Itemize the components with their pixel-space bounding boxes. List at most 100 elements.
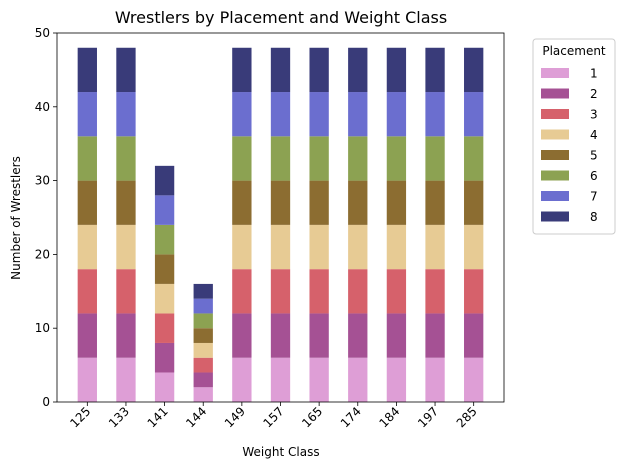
y-tick-label: 40 <box>35 100 50 114</box>
bar-segment-144-placement-2 <box>193 372 213 388</box>
bar-segment-174-placement-2 <box>348 313 368 358</box>
x-tick-label: 133 <box>106 404 132 430</box>
bar-segment-141-placement-7 <box>154 195 175 225</box>
bar-segment-174-placement-4 <box>348 224 368 270</box>
bar-segment-125-placement-7 <box>77 92 97 137</box>
y-tick-label: 20 <box>35 247 50 261</box>
bar-segment-149-placement-4 <box>232 224 252 270</box>
legend-label-placement-3: 3 <box>590 108 598 122</box>
bar-segment-197-placement-7 <box>425 92 445 137</box>
bar-segment-149-placement-7 <box>232 92 252 137</box>
bar-segment-141-placement-8 <box>154 165 175 196</box>
bar-segment-174-placement-8 <box>348 47 368 93</box>
bar-segment-125-placement-3 <box>77 269 97 314</box>
bar-segment-197-placement-4 <box>425 224 445 270</box>
bar-segment-197-placement-6 <box>425 136 445 181</box>
bar-segment-125-placement-4 <box>77 224 97 270</box>
bar-segment-174-placement-3 <box>348 269 368 314</box>
bar-segment-157-placement-2 <box>270 313 291 358</box>
legend-label-placement-5: 5 <box>590 149 598 163</box>
chart-title: Wrestlers by Placement and Weight Class <box>115 8 447 27</box>
bar-segment-144-placement-5 <box>193 328 213 343</box>
bar-segment-157-placement-4 <box>270 224 291 270</box>
bar-segment-165-placement-8 <box>309 47 329 93</box>
legend-label-placement-4: 4 <box>590 128 598 142</box>
bar-segment-165-placement-5 <box>309 180 329 225</box>
legend-swatch-placement-6 <box>541 170 569 181</box>
bar-segment-149-placement-1 <box>232 357 252 402</box>
legend-label-placement-1: 1 <box>590 67 598 81</box>
legend-swatch-placement-8 <box>541 211 569 222</box>
bar-segment-174-placement-5 <box>348 180 368 225</box>
bar-segment-141-placement-4 <box>154 283 175 314</box>
y-axis-label: Number of Wrestlers <box>9 156 23 280</box>
bar-segment-125-placement-2 <box>77 313 97 358</box>
bar-segment-149-placement-6 <box>232 136 252 181</box>
legend-label-placement-8: 8 <box>590 210 598 224</box>
bar-segment-157-placement-6 <box>270 136 291 181</box>
bars-layer <box>77 47 484 402</box>
x-tick-label: 197 <box>415 404 441 430</box>
bar-segment-144-placement-4 <box>193 342 213 358</box>
bar-segment-149-placement-3 <box>232 269 252 314</box>
bar-segment-165-placement-7 <box>309 92 329 137</box>
bar-segment-141-placement-2 <box>154 342 175 373</box>
legend-swatch-placement-3 <box>541 109 569 119</box>
y-tick-label: 0 <box>42 395 50 409</box>
bar-segment-184-placement-5 <box>386 180 407 225</box>
bar-segment-125-placement-6 <box>77 136 97 181</box>
bar-segment-144-placement-8 <box>193 283 213 299</box>
bar-segment-165-placement-1 <box>309 357 329 402</box>
bar-segment-285-placement-7 <box>464 92 484 137</box>
bar-segment-165-placement-6 <box>309 136 329 181</box>
bar-segment-157-placement-3 <box>270 269 291 314</box>
x-tick-label: 174 <box>338 404 364 430</box>
y-tick-label: 30 <box>35 174 50 188</box>
bar-segment-157-placement-5 <box>270 180 291 225</box>
legend-items: 1 2 3 4 5 6 7 8 <box>541 67 598 224</box>
x-tick-label: 141 <box>145 404 171 430</box>
bar-segment-184-placement-3 <box>386 269 407 314</box>
bar-segment-144-placement-1 <box>193 387 213 402</box>
bar-segment-165-placement-2 <box>309 313 329 358</box>
x-tick-label: 144 <box>183 404 209 430</box>
bar-segment-184-placement-4 <box>386 224 407 270</box>
legend-swatch-placement-1 <box>541 68 569 78</box>
bar-segment-197-placement-8 <box>425 47 445 93</box>
bar-segment-125-placement-5 <box>77 180 97 225</box>
legend: Placement 1 2 3 4 5 6 7 8 <box>532 38 616 235</box>
bar-segment-133-placement-6 <box>116 136 136 181</box>
bar-segment-174-placement-6 <box>348 136 368 181</box>
bar-segment-174-placement-1 <box>348 357 368 402</box>
bar-segment-165-placement-3 <box>309 269 329 314</box>
bar-segment-197-placement-5 <box>425 180 445 225</box>
bar-segment-157-placement-1 <box>270 357 291 402</box>
bar-segment-149-placement-2 <box>232 313 252 358</box>
legend-label-placement-2: 2 <box>590 87 598 101</box>
plot-frame <box>56 32 505 403</box>
bar-segment-144-placement-7 <box>193 298 213 314</box>
bar-segment-197-placement-3 <box>425 269 445 314</box>
bar-segment-125-placement-1 <box>77 357 97 402</box>
bar-segment-184-placement-2 <box>386 313 407 358</box>
bar-segment-141-placement-6 <box>154 224 175 255</box>
bar-segment-285-placement-2 <box>464 313 484 358</box>
x-axis-label: Weight Class <box>242 445 319 459</box>
bar-segment-133-placement-1 <box>116 357 136 402</box>
bar-segment-133-placement-2 <box>116 313 136 358</box>
bar-segment-144-placement-3 <box>193 357 213 373</box>
bar-segment-133-placement-4 <box>116 224 136 270</box>
bar-segment-141-placement-5 <box>154 254 175 284</box>
bar-segment-133-placement-5 <box>116 180 136 225</box>
bar-segment-144-placement-6 <box>193 313 213 329</box>
bar-segment-285-placement-3 <box>464 269 484 314</box>
x-tick-label: 184 <box>376 404 402 430</box>
bar-segment-141-placement-3 <box>154 313 175 343</box>
bar-segment-285-placement-6 <box>464 136 484 181</box>
bar-segment-184-placement-7 <box>386 92 407 137</box>
bar-segment-285-placement-8 <box>464 47 484 93</box>
y-tick-label: 50 <box>35 26 50 40</box>
bar-segment-133-placement-8 <box>116 47 136 93</box>
bar-segment-149-placement-5 <box>232 180 252 225</box>
